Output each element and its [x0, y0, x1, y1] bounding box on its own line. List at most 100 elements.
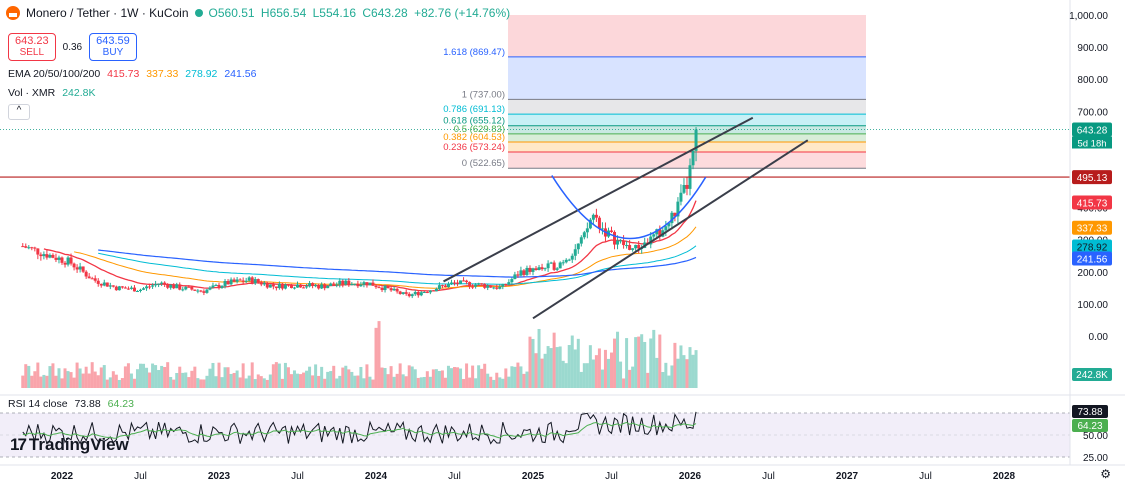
- candle-body: [271, 284, 275, 287]
- candle-body: [302, 287, 306, 289]
- candle-body: [492, 287, 496, 289]
- candle-body: [135, 291, 139, 293]
- sell-button[interactable]: 643.23 SELL: [8, 33, 56, 61]
- volume-bar: [537, 328, 541, 388]
- candle-body: [573, 249, 577, 256]
- candle-body: [344, 280, 348, 285]
- candle-body: [622, 240, 626, 246]
- volume-bar: [169, 376, 173, 388]
- volume-bar: [576, 338, 580, 388]
- candle-body: [223, 281, 227, 287]
- volume-bar: [465, 363, 469, 388]
- ema20-value: 415.73: [107, 68, 140, 80]
- volume-bar: [585, 363, 589, 388]
- tradingview-logo[interactable]: 17 TradingView: [10, 435, 129, 455]
- candle-body: [631, 248, 635, 250]
- candle-body: [247, 277, 251, 281]
- candle-body: [353, 283, 357, 285]
- candle-body: [142, 288, 146, 290]
- volume-bar: [347, 369, 351, 388]
- candle-body: [21, 246, 25, 248]
- collapse-legend-button[interactable]: ^: [8, 104, 30, 120]
- candle-body: [129, 287, 133, 289]
- ohlc-readout: O560.51 H656.54 L554.16 C643.28 +82.76 (…: [209, 6, 514, 20]
- candle-body: [667, 223, 671, 227]
- volume-bar: [238, 377, 242, 388]
- low-value: L554.16: [312, 6, 357, 20]
- candle-body: [555, 268, 559, 270]
- rsi-tag: 73.88: [1077, 407, 1102, 418]
- volume-bar: [139, 363, 142, 388]
- volume-bar: [661, 372, 665, 388]
- volume-bar: [573, 349, 577, 388]
- open-value: O560.51: [208, 6, 255, 20]
- volume-bar: [338, 375, 342, 388]
- settings-gear-icon[interactable]: ⚙: [1100, 467, 1111, 481]
- candle-body: [338, 280, 342, 285]
- volume-bar: [474, 378, 478, 388]
- high-value: H656.54: [260, 6, 307, 20]
- candle-body: [256, 279, 260, 283]
- time-axis: 2022 Jul 2023 Jul 2024 Jul 2025 Jul 2026 Jul 2027 J…: [0, 464, 1125, 482]
- volume-bar: [178, 366, 182, 388]
- rsi-legend[interactable]: RSI 14 close 73.88 64.23: [8, 398, 134, 410]
- candle-body: [510, 279, 514, 283]
- candle-body: [392, 288, 396, 291]
- candle-body: [446, 283, 450, 288]
- volume-bar: [308, 366, 312, 388]
- volume-bar: [341, 367, 345, 388]
- candle-body: [217, 284, 221, 288]
- buy-label: BUY: [102, 47, 124, 58]
- volume-bar: [220, 377, 224, 388]
- candle-body: [280, 283, 284, 289]
- countdown-tag: 5d 18h: [1077, 139, 1106, 150]
- candle-body: [362, 282, 366, 285]
- candle-body: [226, 281, 230, 285]
- rsi-value: 73.88: [74, 398, 101, 410]
- fib-zone-0.236: [508, 141, 866, 152]
- volume-bar: [606, 358, 610, 388]
- candle-body: [262, 283, 266, 285]
- fib-zone-0.382: [508, 133, 866, 142]
- candle-body: [459, 280, 463, 284]
- rsi-tag-bg: [1072, 405, 1108, 418]
- symbol-title[interactable]: Monero / Tether · 1W · KuCoin: [26, 6, 189, 20]
- time-tick: Jul: [448, 471, 461, 482]
- volume-bar: [84, 366, 88, 388]
- buy-button[interactable]: 643.59 BUY: [89, 33, 137, 61]
- volume-bar: [289, 374, 293, 388]
- volume-bar: [292, 370, 296, 388]
- volume-legend[interactable]: Vol · XMR 242.8K: [8, 87, 95, 99]
- last-price-tag-bg: [1072, 122, 1112, 137]
- volume-bar: [383, 368, 387, 388]
- ema-lines: [43, 200, 697, 292]
- volume-bar: [114, 374, 118, 388]
- candle-body: [359, 284, 363, 287]
- candle-body: [347, 280, 351, 286]
- candle-body: [389, 288, 393, 291]
- ema-legend[interactable]: EMA 20/50/100/200 415.73 337.33 278.92 2…: [8, 68, 260, 80]
- volume-bar: [205, 375, 209, 388]
- candle-body: [619, 240, 623, 242]
- candle-body: [57, 257, 61, 260]
- volume-bar: [446, 365, 450, 388]
- volume-bar: [160, 365, 164, 388]
- candle-body: [190, 286, 194, 290]
- volume-bar: [117, 379, 121, 388]
- fib-label-0.786: 0.786 (691.13): [443, 104, 505, 115]
- candle-body: [163, 282, 167, 285]
- candle-body: [443, 285, 447, 288]
- candle-body: [489, 285, 493, 288]
- volume-bar: [631, 366, 635, 388]
- candle-body: [241, 280, 245, 282]
- time-tick: 2025: [522, 471, 545, 482]
- volume-bar: [21, 375, 25, 388]
- volume-bar: [380, 367, 384, 388]
- candle-body: [111, 285, 115, 287]
- candle-body: [543, 268, 547, 270]
- candle-body: [332, 283, 336, 285]
- volume-bar: [558, 346, 562, 388]
- volume-bar: [694, 350, 698, 388]
- volume-bar: [401, 374, 405, 388]
